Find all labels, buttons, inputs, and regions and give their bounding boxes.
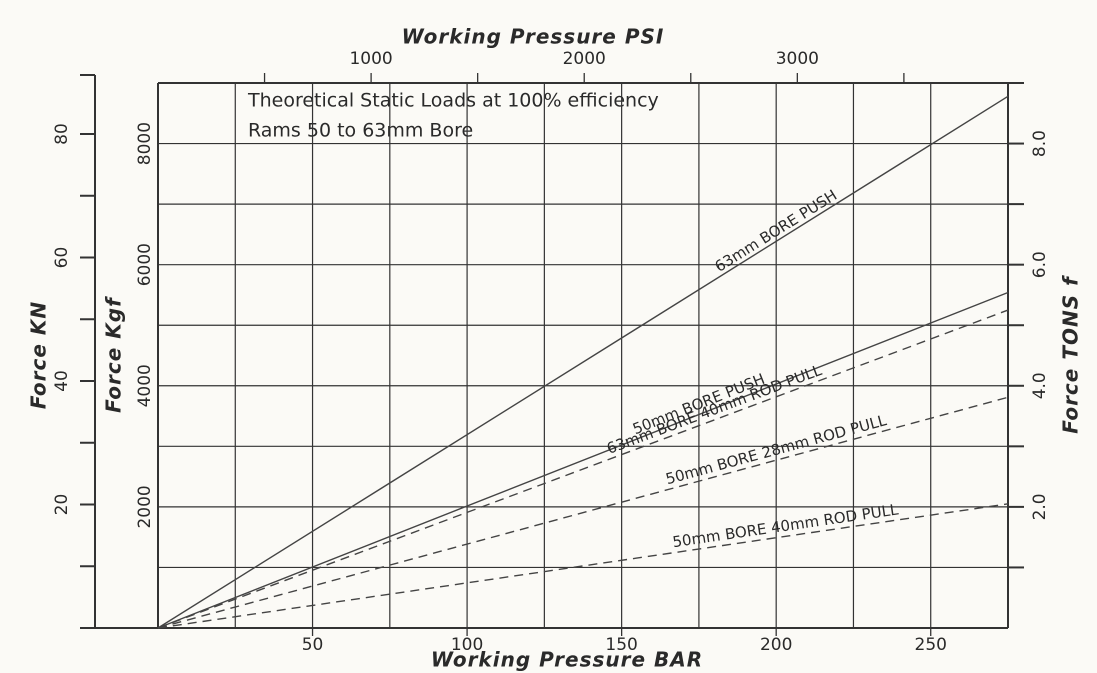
kn-tick-label: 60 — [52, 247, 72, 269]
tons-tick-label: 4.0 — [1030, 372, 1050, 399]
series-line — [157, 396, 1009, 629]
y-tick-label: 4000 — [135, 364, 155, 407]
bottom-axis-title: Working Pressure BAR — [431, 648, 703, 672]
x-tick-label: 200 — [760, 635, 792, 655]
x2-tick-label: 1000 — [349, 49, 392, 69]
kn-tick-label: 80 — [52, 123, 72, 145]
kn-axis-title: Force KN — [27, 301, 51, 409]
series-line — [157, 503, 1009, 629]
kn-tick-label: 40 — [52, 370, 72, 392]
y-tick-label: 8000 — [135, 122, 155, 165]
series-line — [157, 309, 1009, 629]
tons-tick-label: 8.0 — [1030, 130, 1050, 157]
x-tick-label: 150 — [605, 635, 637, 655]
tons-tick-label: 6.0 — [1030, 251, 1050, 278]
chart-subtitle: Rams 50 to 63mm Bore — [248, 120, 473, 142]
series-line — [157, 95, 1009, 629]
x2-tick-label: 3000 — [776, 49, 819, 69]
top-axis-title: Working Pressure PSI — [402, 25, 665, 49]
tons-tick-label: 2.0 — [1030, 493, 1050, 520]
kn-tick-label: 20 — [52, 494, 72, 516]
x-tick-label: 100 — [451, 635, 483, 655]
x2-tick-label: 2000 — [563, 49, 606, 69]
x-tick-label: 50 — [302, 635, 324, 655]
y-tick-label: 2000 — [135, 485, 155, 528]
x-tick-label: 250 — [915, 635, 947, 655]
y-tick-label: 6000 — [135, 243, 155, 286]
chart-title: Theoretical Static Loads at 100% efficie… — [247, 90, 659, 112]
kgf-axis-title: Force Kgf — [102, 296, 126, 413]
series-line — [157, 291, 1009, 629]
tons-axis-title: Force TONS f — [1059, 275, 1083, 434]
